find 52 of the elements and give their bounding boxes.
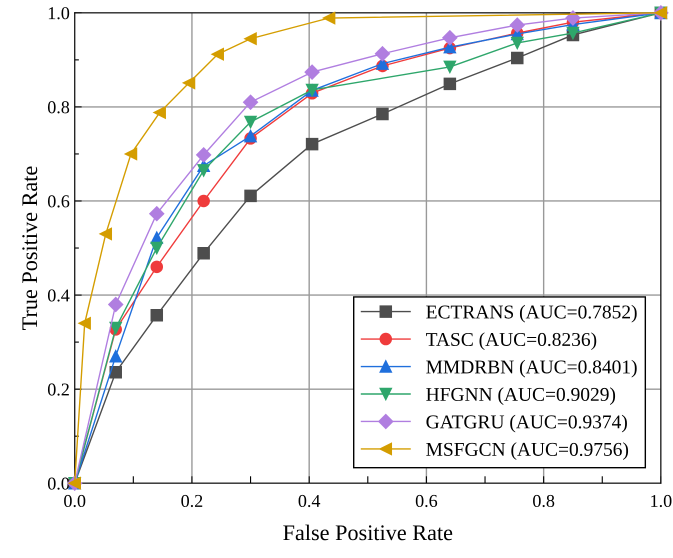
point — [78, 317, 91, 330]
x-axis-title: False Positive Rate — [283, 524, 452, 540]
x-tick-label: 0.4 — [298, 494, 320, 508]
point — [109, 366, 122, 378]
point — [442, 30, 458, 46]
point — [100, 228, 112, 240]
point — [444, 60, 456, 74]
y-tick-label: 0.8 — [48, 101, 70, 114]
point — [244, 130, 257, 142]
x-tick-label: 1.0 — [651, 494, 672, 508]
y-tick-label: 0.6 — [48, 195, 70, 208]
point — [150, 309, 164, 322]
x-tick-label: 0.6 — [416, 494, 438, 508]
point — [153, 106, 166, 119]
legend-label: MSFGCN (AUC=0.9756) — [426, 442, 628, 460]
point — [197, 194, 210, 208]
point — [149, 206, 164, 222]
point — [444, 78, 456, 90]
y-tick-label: 0.2 — [48, 383, 69, 396]
y-axis-title: True Positive Rate — [22, 166, 38, 330]
point — [196, 147, 212, 162]
legend-label: HFGNN (AUC=0.9029) — [426, 387, 616, 405]
point — [244, 190, 257, 202]
point — [197, 164, 210, 177]
legend-label: GATGRU (AUC=0.9374) — [426, 414, 627, 432]
y-tick-label: 1.0 — [48, 7, 70, 20]
point — [510, 17, 525, 33]
point — [306, 138, 318, 150]
x-tick-label: 0.2 — [181, 494, 202, 508]
point — [124, 148, 138, 160]
point — [242, 94, 258, 110]
point — [211, 48, 224, 60]
legend-label: MMDRBN (AUC=0.8401) — [426, 360, 637, 378]
point — [150, 242, 164, 254]
point — [150, 260, 164, 274]
point — [182, 76, 196, 90]
legend-label: ECTRANS (AUC=0.7852) — [426, 304, 637, 323]
point — [108, 296, 124, 312]
x-tick-label: 0.8 — [533, 494, 554, 508]
point — [374, 46, 390, 62]
point — [511, 52, 524, 64]
legend-label: TASC (AUC=0.8236) — [426, 332, 596, 350]
point — [511, 36, 524, 50]
point — [322, 12, 336, 24]
point — [244, 116, 257, 128]
y-tick-label: 0.4 — [48, 289, 70, 302]
point — [376, 108, 389, 120]
point — [109, 350, 122, 362]
x-tick-label: 0.0 — [64, 494, 86, 508]
point — [197, 246, 210, 260]
point — [304, 64, 320, 80]
point — [244, 32, 257, 45]
